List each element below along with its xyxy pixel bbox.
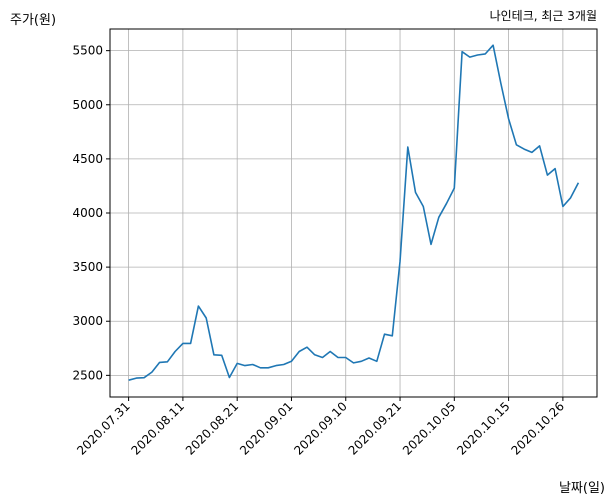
y-tick-label: 4500 <box>72 152 103 166</box>
y-axis-ticks: 2500 3000 3500 4000 4500 5000 5500 <box>72 44 110 382</box>
y-tick-label: 5500 <box>72 44 103 58</box>
price-series-line <box>128 44 580 381</box>
x-axis-label: 날짜(일) <box>559 481 605 496</box>
y-tick-label: 3000 <box>72 314 103 328</box>
plot-frame <box>109 28 598 398</box>
y-tick-label: 4000 <box>72 206 103 220</box>
y-tick-label: 2500 <box>72 368 103 382</box>
chart-title: 나인테크, 최근 3개월 <box>490 9 597 23</box>
y-tick-label: 3500 <box>72 260 103 274</box>
y-tick-label: 5000 <box>72 98 103 112</box>
grid <box>110 29 597 397</box>
y-axis-label: 주가(원) <box>10 13 56 28</box>
series-layer <box>128 44 580 381</box>
